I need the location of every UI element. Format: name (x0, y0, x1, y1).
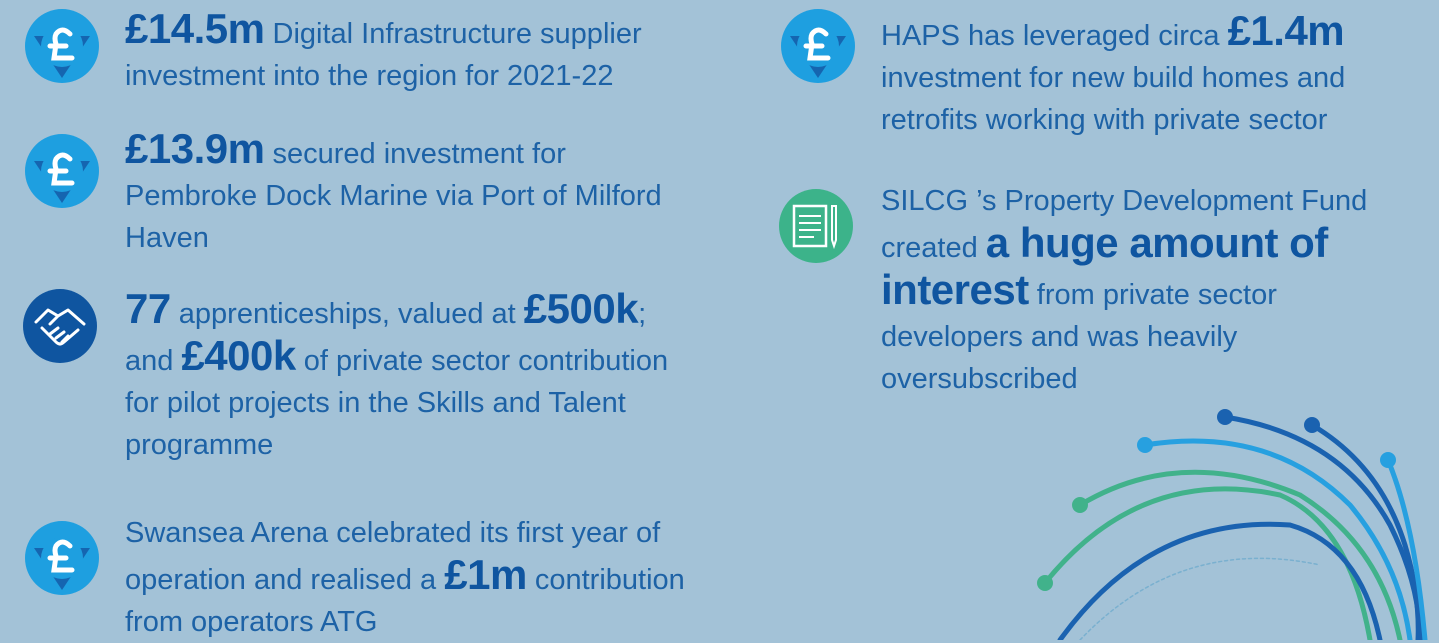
highlight: £14.5m (125, 5, 265, 52)
pound-icon (25, 134, 99, 208)
text: apprenticeships, valued at (170, 298, 524, 330)
item-text: £13.9m secured investment for Pembroke D… (125, 128, 665, 259)
document-icon (779, 189, 853, 263)
text: of private sector contribution for pilot… (125, 345, 669, 461)
text: secured investment for Pembroke Dock Mar… (125, 138, 662, 254)
item-text: £14.5m Digital Infrastructure supplier i… (125, 8, 725, 97)
text: investment for new build homes and retro… (881, 62, 1346, 136)
item-text: HAPS has leveraged circa £1.4m investmen… (881, 10, 1421, 141)
pound-icon (781, 9, 855, 83)
highlight: £13.9m (125, 125, 265, 172)
pound-icon (25, 521, 99, 595)
text: Swansea Arena celebrated its first year … (125, 517, 661, 596)
text: from private sector developers and was h… (881, 279, 1277, 395)
item-text: Swansea Arena celebrated its first year … (125, 512, 695, 643)
highlight: a huge amount of interest (881, 219, 1328, 313)
highlight: £400k (181, 332, 296, 379)
pound-icon (25, 9, 99, 83)
highlight: £1.4m (1227, 7, 1345, 54)
item-text: SILCG ’s Property Development Fund creat… (881, 180, 1376, 400)
text: ; and (125, 298, 647, 377)
text: Digital Infrastructure supplier investme… (125, 18, 642, 92)
text: HAPS has leveraged circa (881, 20, 1228, 52)
decorative-swirl (1037, 409, 1428, 640)
handshake-icon (23, 289, 97, 363)
highlight: 77 (125, 285, 171, 332)
text: contribution from operators ATG (125, 564, 685, 638)
text: SILCG ’s Property Development Fund creat… (881, 185, 1368, 264)
item-text: 77 apprenticeships, valued at £500k; and… (125, 288, 695, 466)
highlight: £500k (523, 285, 639, 332)
highlight: £1m (444, 551, 527, 598)
